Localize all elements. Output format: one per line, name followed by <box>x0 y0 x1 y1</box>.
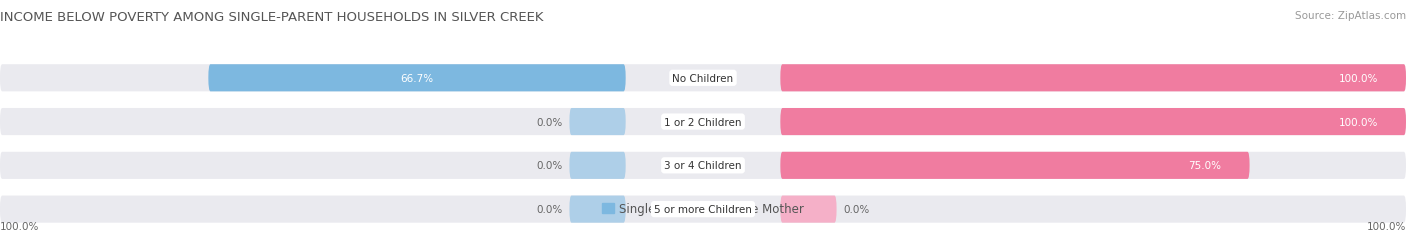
FancyBboxPatch shape <box>0 109 1406 136</box>
FancyBboxPatch shape <box>569 109 626 136</box>
Text: 0.0%: 0.0% <box>536 204 562 214</box>
FancyBboxPatch shape <box>569 152 626 179</box>
FancyBboxPatch shape <box>780 109 1406 136</box>
FancyBboxPatch shape <box>0 196 1406 223</box>
Text: 100.0%: 100.0% <box>1339 117 1378 127</box>
FancyBboxPatch shape <box>0 152 1406 179</box>
Legend: Single Father, Single Mother: Single Father, Single Mother <box>598 198 808 220</box>
FancyBboxPatch shape <box>0 65 1406 92</box>
Text: INCOME BELOW POVERTY AMONG SINGLE-PARENT HOUSEHOLDS IN SILVER CREEK: INCOME BELOW POVERTY AMONG SINGLE-PARENT… <box>0 11 544 24</box>
Text: 0.0%: 0.0% <box>536 117 562 127</box>
FancyBboxPatch shape <box>780 196 837 223</box>
Text: 5 or more Children: 5 or more Children <box>654 204 752 214</box>
Text: 100.0%: 100.0% <box>1339 73 1378 83</box>
Text: 3 or 4 Children: 3 or 4 Children <box>664 161 742 171</box>
Text: 0.0%: 0.0% <box>536 161 562 171</box>
Text: 75.0%: 75.0% <box>1188 161 1222 171</box>
Text: Source: ZipAtlas.com: Source: ZipAtlas.com <box>1295 11 1406 21</box>
FancyBboxPatch shape <box>780 152 1250 179</box>
Text: 100.0%: 100.0% <box>0 221 39 231</box>
FancyBboxPatch shape <box>208 65 626 92</box>
Text: 0.0%: 0.0% <box>844 204 870 214</box>
Text: 66.7%: 66.7% <box>401 73 433 83</box>
Text: No Children: No Children <box>672 73 734 83</box>
FancyBboxPatch shape <box>780 65 1406 92</box>
Text: 1 or 2 Children: 1 or 2 Children <box>664 117 742 127</box>
Text: 100.0%: 100.0% <box>1367 221 1406 231</box>
FancyBboxPatch shape <box>569 196 626 223</box>
